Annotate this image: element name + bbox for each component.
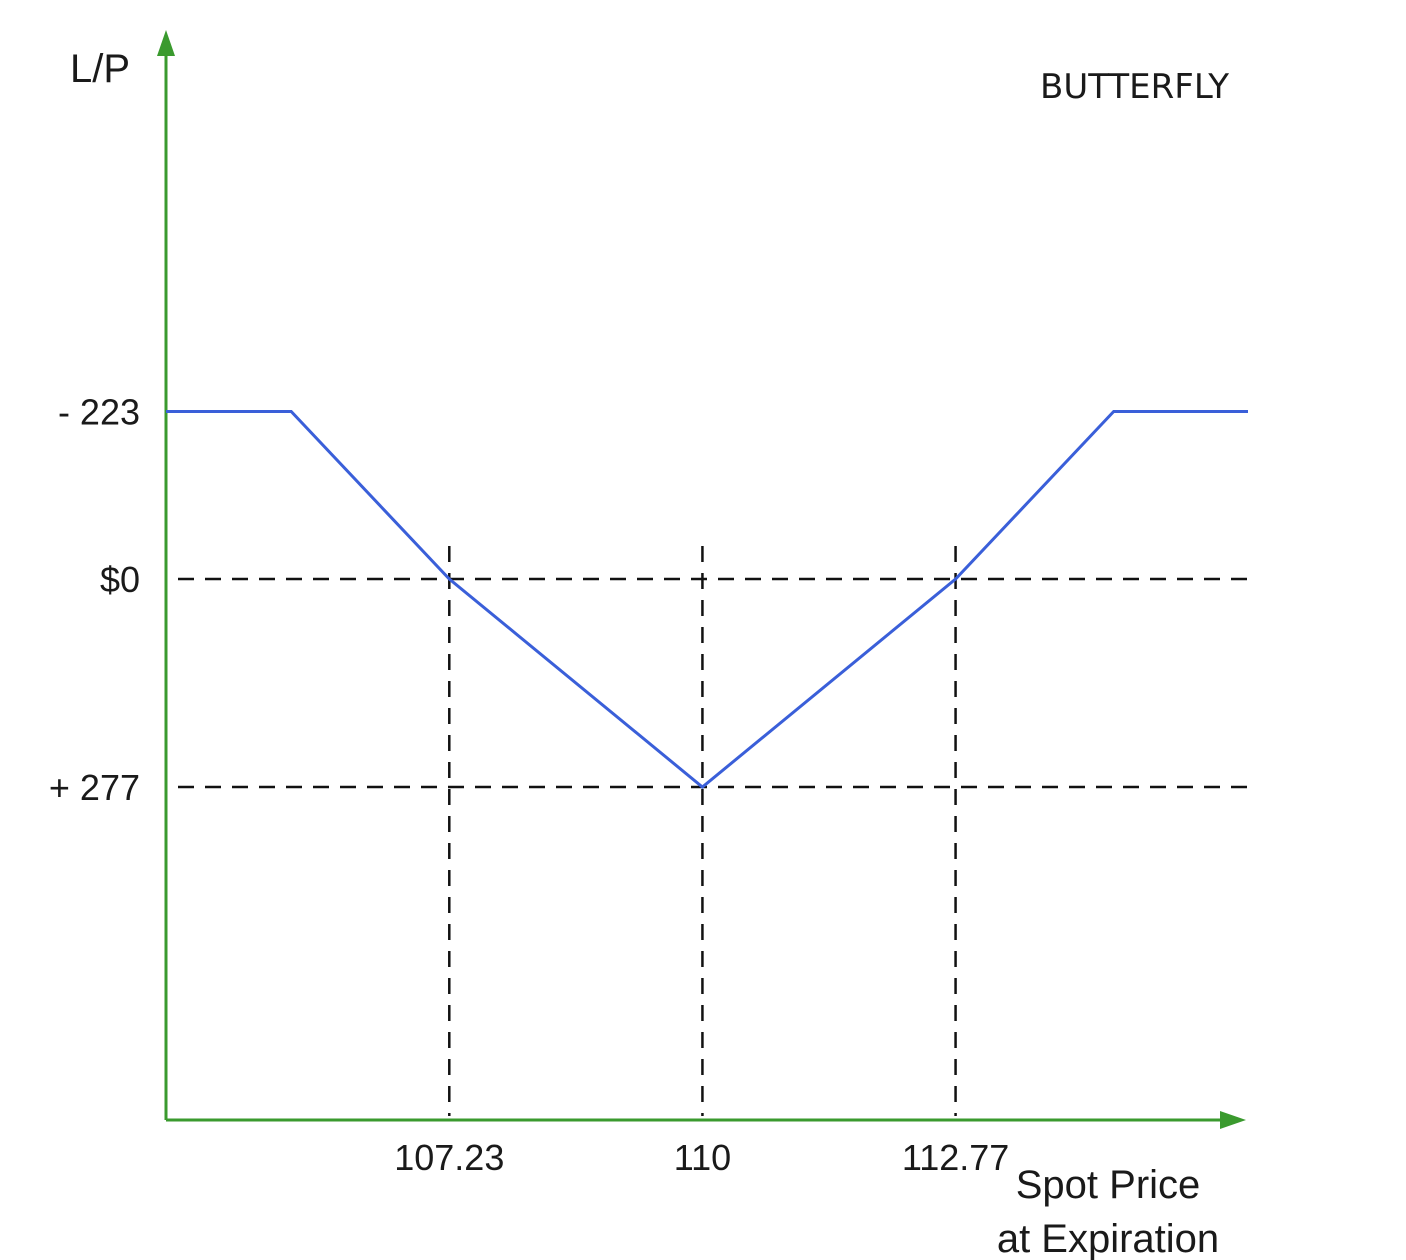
x-tick-label: 112.77 xyxy=(902,1137,1009,1178)
x-tick-label: 107.23 xyxy=(394,1137,504,1178)
y-tick-label: $0 xyxy=(100,559,140,600)
axes xyxy=(157,30,1246,1129)
y-axis-title: L/P xyxy=(70,47,130,91)
x-tick-label: 110 xyxy=(674,1137,731,1178)
y-tick-label: - 223 xyxy=(58,392,140,433)
x-axis-title-line-2: at Expiration xyxy=(997,1217,1219,1260)
x-axis-title-line-1: Spot Price xyxy=(1016,1163,1201,1207)
y-tick-labels: - 223 $0 + 277 xyxy=(49,392,140,808)
x-tick-labels: 107.23 110 112.77 xyxy=(394,1137,1009,1178)
chart-title: BUTTERFLY xyxy=(1040,67,1229,107)
x-axis-arrowhead xyxy=(1220,1111,1246,1129)
payoff-line xyxy=(166,410,1248,789)
y-tick-label: + 277 xyxy=(49,767,140,808)
y-axis-arrowhead xyxy=(157,30,175,56)
reference-lines xyxy=(178,546,1248,1116)
